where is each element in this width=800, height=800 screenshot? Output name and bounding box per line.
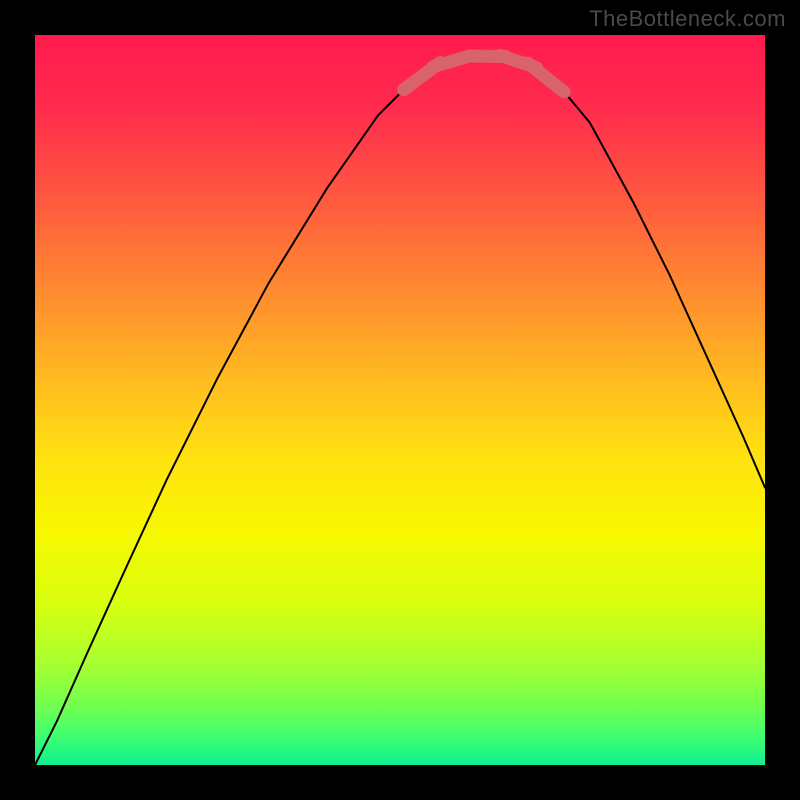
plot-area xyxy=(35,35,765,765)
bottleneck-chart xyxy=(35,35,765,765)
gradient-background xyxy=(35,35,765,765)
figure-root: TheBottleneck.com xyxy=(0,0,800,800)
watermark-label: TheBottleneck.com xyxy=(589,6,786,32)
